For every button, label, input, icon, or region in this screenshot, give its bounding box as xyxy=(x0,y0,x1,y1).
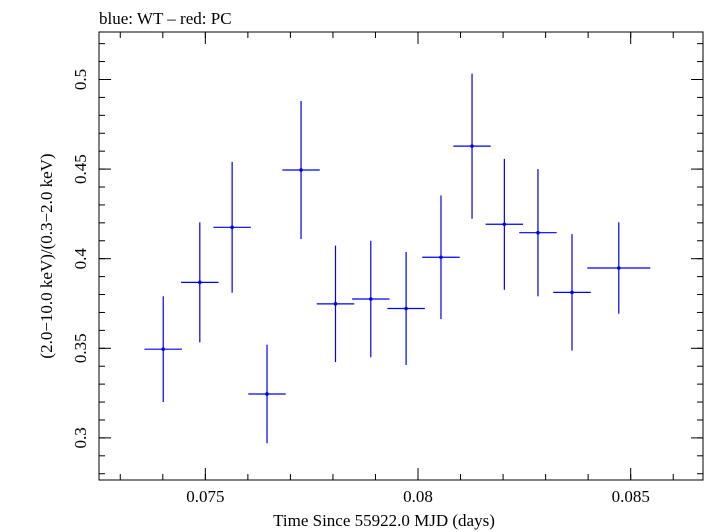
point-marker xyxy=(404,306,408,311)
chart-title: blue: WT – red: PC xyxy=(99,9,232,28)
point-marker xyxy=(265,392,269,396)
data-point xyxy=(387,252,425,365)
data-point xyxy=(213,161,251,293)
x-tick-label: 0.075 xyxy=(186,487,224,506)
point-marker xyxy=(198,280,202,285)
point-marker xyxy=(161,347,166,351)
data-point xyxy=(453,73,491,219)
data-point xyxy=(553,234,591,351)
data-point xyxy=(519,169,557,297)
data-point xyxy=(248,344,286,444)
point-marker xyxy=(570,290,574,295)
x-axis-label: Time Since 55922.0 MJD (days) xyxy=(273,511,495,530)
data-point xyxy=(181,222,219,343)
data-point xyxy=(485,158,524,290)
y-tick-label: 0.35 xyxy=(71,333,90,363)
data-point xyxy=(316,245,355,363)
data-point xyxy=(352,240,390,358)
y-tick-label: 0.4 xyxy=(71,248,90,270)
y-tick-label: 0.45 xyxy=(71,154,90,184)
point-marker xyxy=(502,222,507,227)
data-point xyxy=(144,296,182,403)
point-marker xyxy=(230,225,234,230)
point-marker xyxy=(439,255,443,260)
point-marker xyxy=(369,297,373,301)
point-marker xyxy=(470,144,474,148)
x-tick-label: 0.08 xyxy=(403,487,433,506)
plot-frame xyxy=(98,31,704,481)
y-tick-label: 0.5 xyxy=(71,69,90,90)
data-points xyxy=(144,73,651,444)
y-axis-label: (2.0−10.0 keV)/(0.3−2.0 keV) xyxy=(37,153,56,358)
data-point xyxy=(422,195,460,320)
point-marker xyxy=(536,230,540,235)
data-point xyxy=(587,222,651,314)
axis-ticks xyxy=(99,32,703,480)
point-marker xyxy=(299,168,303,172)
data-point xyxy=(282,100,320,239)
y-tick-label: 0.3 xyxy=(71,427,90,448)
point-marker xyxy=(333,302,338,306)
point-marker xyxy=(616,266,621,270)
x-tick-label: 0.085 xyxy=(612,487,650,506)
tick-labels: 0.075 0.08 0.085 0.3 0.35 0.4 0.45 0.5 xyxy=(71,69,650,506)
